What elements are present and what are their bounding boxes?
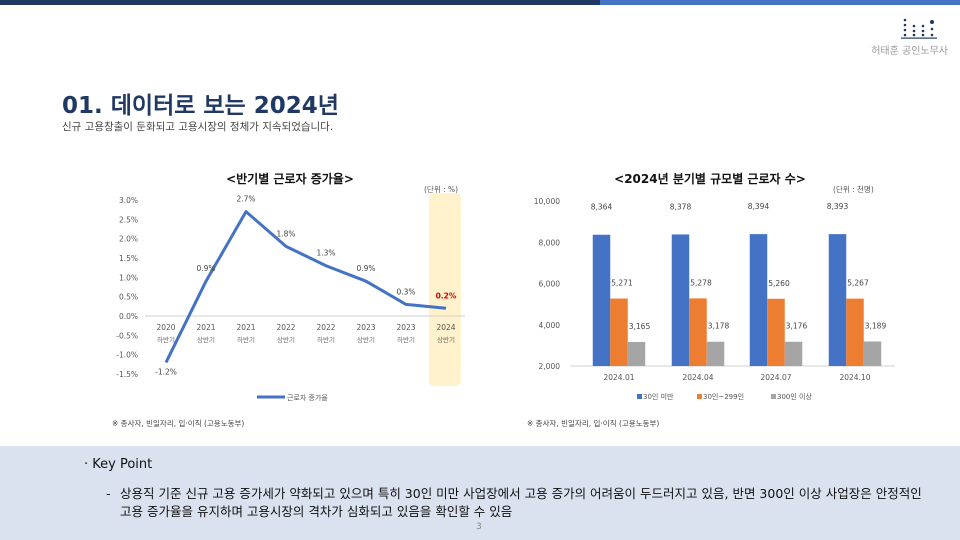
data-label: 3,165 — [629, 322, 651, 331]
line-chart: 3.0% 2.5% 2.0% 1.5% 1.0% 0.5% 0.0% -0.5% -1.0% -1… — [116, 193, 465, 402]
bar — [828, 234, 847, 366]
x-tick-half: 하반기 — [317, 335, 335, 344]
y-tick-label: -0.5% — [116, 331, 138, 340]
y-tick-label: 1.5% — [119, 254, 138, 263]
bar — [610, 298, 628, 366]
x-tick-label: 2024.07 — [760, 373, 791, 382]
key-point-heading: · Key Point — [84, 457, 152, 472]
legend-label: 300인 이상 — [777, 392, 812, 401]
x-tick-label: 2024.01 — [603, 373, 634, 382]
data-label: 8,394 — [748, 202, 770, 211]
data-label: 0.9% — [356, 264, 375, 273]
y-tick-label: 2,000 — [539, 362, 561, 371]
bar — [689, 298, 707, 366]
y-tick-label: 8,000 — [539, 238, 561, 247]
line-chart-title: <반기별 근로자 증가율> — [226, 172, 354, 186]
x-tick-year: 2022 — [276, 323, 295, 332]
page-subtitle: 신규 고용창출이 둔화되고 고용시장의 정체가 지속되었습니다. — [62, 121, 334, 133]
top-bar-light — [600, 0, 960, 5]
line-chart-unit: (단위 : %) — [424, 185, 459, 194]
x-tick-year: 2022 — [316, 323, 335, 332]
x-tick-half: 상반기 — [437, 335, 455, 344]
legend-label: 30인 미만 — [643, 392, 674, 401]
data-label: 3,176 — [786, 322, 808, 331]
data-label: 5,278 — [690, 278, 712, 287]
bar-chart-title: <2024년 분기별 규모별 근로자 수> — [614, 172, 806, 186]
data-label: 1.8% — [276, 229, 295, 238]
x-tick-year: 2023 — [396, 323, 415, 332]
data-label: 5,271 — [611, 279, 633, 288]
y-tick-label: 1.0% — [119, 273, 138, 282]
bar — [627, 341, 646, 366]
x-tick-half: 하반기 — [397, 335, 415, 344]
key-point-panel — [0, 446, 960, 540]
page-title: 01. 데이터로 보는 2024년 — [62, 93, 339, 119]
x-tick-year: 2024 — [436, 323, 455, 332]
data-label: 5,260 — [768, 279, 790, 288]
y-tick-label: 4,000 — [539, 321, 561, 330]
x-tick-half: 상반기 — [197, 335, 215, 344]
logo-icon — [901, 18, 937, 39]
data-label: 0.9% — [196, 264, 215, 273]
series-line — [164, 210, 447, 364]
bar — [671, 234, 690, 366]
y-tick-label: 3.0% — [119, 196, 138, 205]
bar — [846, 298, 864, 366]
y-tick-label: 2.5% — [119, 215, 138, 224]
bar — [784, 341, 803, 366]
key-point-title: Key Point — [92, 457, 153, 472]
bar-chart-note: ※ 종사자, 빈일자리, 입·이직 (고용노동부) — [527, 419, 660, 428]
data-label: -1.2% — [155, 367, 177, 376]
data-label: 5,267 — [847, 279, 869, 288]
y-tick-label: 6,000 — [539, 280, 561, 289]
x-tick-half: 하반기 — [157, 335, 175, 344]
bar-chart-unit: (단위 : 천명) — [833, 185, 874, 194]
y-tick-label: 0.5% — [119, 293, 138, 302]
x-tick-year: 2021 — [196, 323, 215, 332]
data-label: 0.2% — [436, 291, 457, 300]
line-chart-note: ※ 종사자, 빈일자리, 입·이직 (고용노동부) — [112, 419, 245, 428]
legend-swatch — [697, 394, 702, 399]
bar — [706, 341, 725, 366]
data-label: 1.3% — [316, 249, 335, 258]
data-label: 3,189 — [865, 321, 887, 330]
key-point-text: 상용직 기준 신규 고용 증가세가 약화되고 있으며 특히 30인 미만 사업장… — [120, 486, 922, 519]
data-label: 8,364 — [591, 203, 613, 212]
bar — [592, 234, 611, 366]
bar — [767, 298, 785, 366]
legend-label: 근로자 증가율 — [287, 393, 328, 402]
y-tick-label: 2.0% — [119, 235, 138, 244]
data-label: 8,393 — [827, 202, 849, 211]
legend-label: 30인~299인 — [703, 392, 744, 401]
x-tick-half: 상반기 — [277, 335, 295, 344]
x-tick-year: 2023 — [356, 323, 375, 332]
data-label: 2.7% — [236, 195, 255, 204]
bullet: · — [84, 457, 89, 472]
y-tick-label: 0.0% — [119, 312, 138, 321]
legend-swatch — [771, 394, 776, 399]
data-label: 3,178 — [708, 322, 730, 331]
y-tick-label: -1.5% — [116, 370, 138, 379]
highlight-band — [429, 193, 461, 386]
y-tick-label: 10,000 — [534, 197, 560, 206]
x-tick-year: 2020 — [156, 323, 175, 332]
x-tick-year: 2021 — [236, 323, 255, 332]
legend-swatch — [637, 394, 642, 399]
data-label: 8,378 — [670, 202, 692, 211]
page-number: 3 — [476, 522, 482, 532]
x-tick-half: 하반기 — [237, 335, 255, 344]
data-label: 0.3% — [396, 287, 415, 296]
bar — [749, 234, 768, 366]
y-tick-label: -1.0% — [116, 351, 138, 360]
key-point-body: - 상용직 기준 신규 고용 증가세가 약화되고 있으며 특히 30인 미만 사업… — [106, 485, 926, 521]
top-bar-dark — [0, 0, 600, 5]
x-tick-label: 2024.10 — [839, 373, 870, 382]
bar-chart: 10,000 8,000 6,000 4,000 2,000 2024.01 8,364 5,… — [534, 197, 895, 401]
x-tick-half: 상반기 — [357, 335, 375, 344]
dash-bullet: - — [106, 486, 111, 501]
bar — [863, 341, 882, 366]
brand-name: 허태훈 공인노무사 — [871, 46, 948, 57]
x-tick-label: 2024.04 — [682, 373, 713, 382]
